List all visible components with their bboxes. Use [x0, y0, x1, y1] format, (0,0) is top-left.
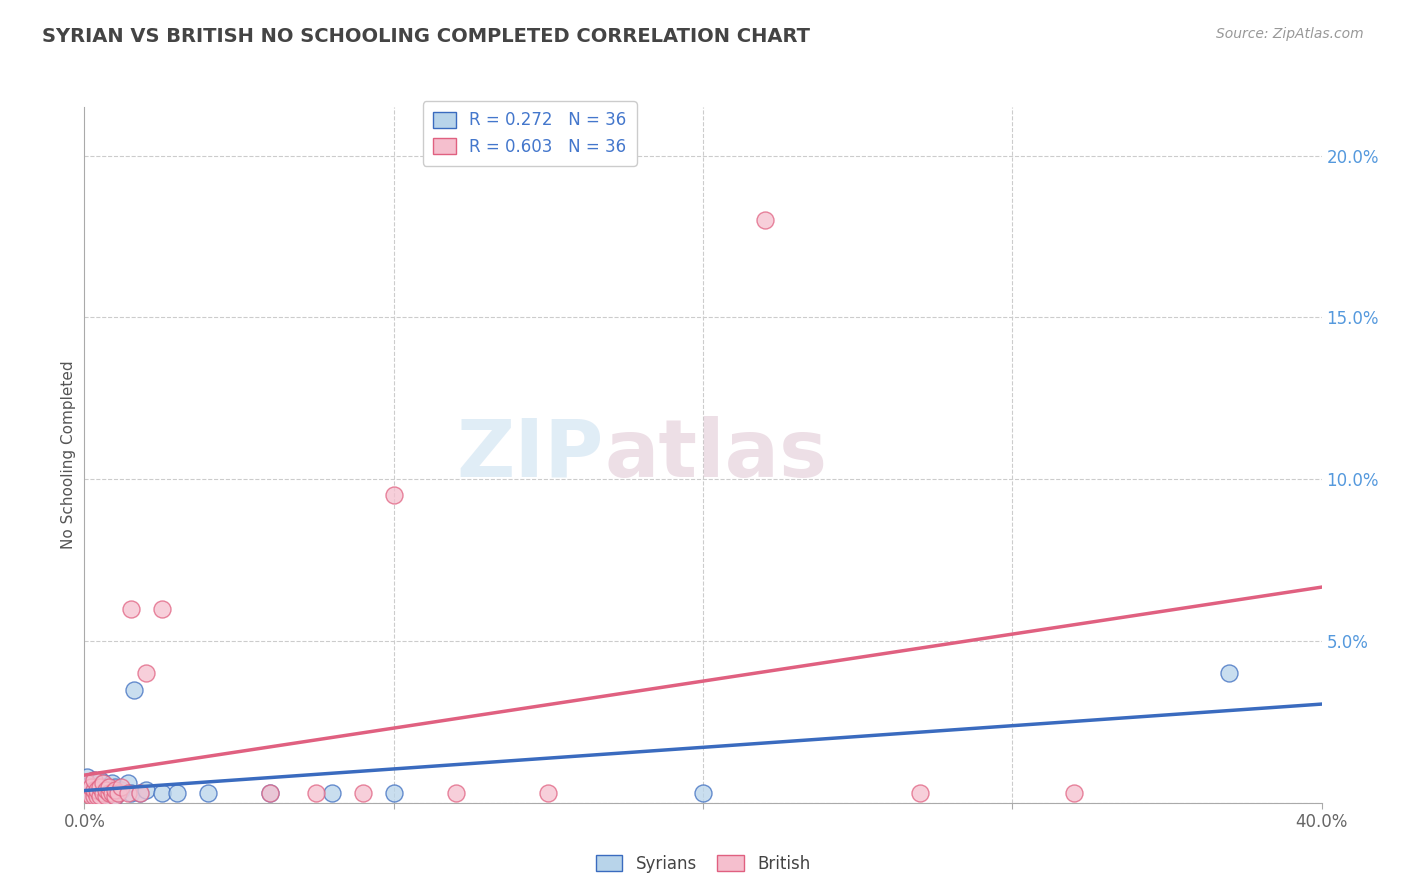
Point: [101, 776, 124, 790]
Point: [166, 786, 188, 800]
Point: [305, 786, 328, 800]
Legend: Syrians, British: Syrians, British: [589, 848, 817, 880]
Point: [79, 786, 101, 800]
Point: [259, 786, 281, 800]
Point: [104, 789, 127, 804]
Point: [104, 789, 127, 804]
Point: [101, 786, 124, 800]
Point: [129, 786, 152, 800]
Point: [129, 786, 152, 800]
Point: [537, 786, 560, 800]
Point: [117, 786, 139, 800]
Point: [89, 782, 111, 797]
Point: [1063, 786, 1085, 800]
Point: [1218, 666, 1240, 681]
Point: [104, 780, 127, 794]
Point: [98, 780, 121, 794]
Point: [76, 770, 98, 784]
Point: [98, 782, 121, 797]
Point: [110, 780, 132, 794]
Text: SYRIAN VS BRITISH NO SCHOOLING COMPLETED CORRELATION CHART: SYRIAN VS BRITISH NO SCHOOLING COMPLETED…: [42, 27, 810, 45]
Point: [135, 782, 157, 797]
Point: [259, 786, 281, 800]
Point: [321, 786, 343, 800]
Point: [83, 782, 105, 797]
Point: [754, 213, 776, 227]
Point: [76, 780, 98, 794]
Point: [908, 786, 931, 800]
Point: [91, 776, 114, 790]
Point: [76, 776, 98, 790]
Point: [150, 786, 173, 800]
Point: [86, 782, 108, 797]
Point: [83, 789, 105, 804]
Point: [86, 789, 108, 804]
Point: [135, 666, 157, 681]
Point: [83, 773, 105, 788]
Point: [107, 786, 129, 800]
Point: [150, 601, 173, 615]
Point: [94, 789, 117, 804]
Point: [91, 786, 114, 800]
Point: [352, 786, 374, 800]
Point: [79, 776, 101, 790]
Point: [79, 780, 101, 794]
Point: [89, 789, 111, 804]
Point: [197, 786, 219, 800]
Point: [79, 789, 101, 804]
Point: [107, 786, 129, 800]
Point: [692, 786, 714, 800]
Point: [94, 780, 117, 794]
Point: [444, 786, 467, 800]
Point: [89, 780, 111, 794]
Point: [83, 789, 105, 804]
Point: [104, 782, 127, 797]
Point: [86, 780, 108, 794]
Point: [120, 601, 142, 615]
Point: [98, 786, 121, 800]
Point: [110, 782, 132, 797]
Point: [94, 789, 117, 804]
Point: [94, 782, 117, 797]
Point: [89, 773, 111, 788]
Text: atlas: atlas: [605, 416, 827, 494]
Point: [98, 786, 121, 800]
Point: [91, 776, 114, 790]
Text: Source: ZipAtlas.com: Source: ZipAtlas.com: [1216, 27, 1364, 41]
Point: [382, 786, 405, 800]
Point: [83, 773, 105, 788]
Legend: R = 0.272   N = 36, R = 0.603   N = 36: R = 0.272 N = 36, R = 0.603 N = 36: [423, 102, 637, 166]
Point: [83, 782, 105, 797]
Point: [120, 786, 142, 800]
Text: ZIP: ZIP: [457, 416, 605, 494]
Point: [91, 786, 114, 800]
Point: [117, 776, 139, 790]
Point: [76, 786, 98, 800]
Point: [86, 786, 108, 800]
Point: [382, 488, 405, 502]
Point: [122, 682, 145, 697]
Y-axis label: No Schooling Completed: No Schooling Completed: [60, 360, 76, 549]
Point: [89, 789, 111, 804]
